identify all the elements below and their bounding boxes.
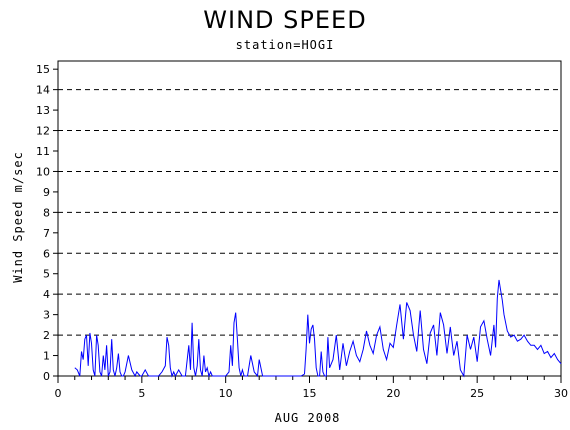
y-tick-label: 6 [43, 247, 50, 260]
y-tick-label: 7 [43, 227, 50, 240]
x-tick-label: 15 [303, 387, 317, 400]
y-tick-label: 3 [43, 309, 50, 322]
chart-title: WIND SPEED [203, 6, 367, 34]
y-tick-label: 4 [43, 288, 50, 301]
wind-speed-series-line [74, 279, 562, 378]
x-tick-label: 0 [55, 387, 62, 400]
chart-subtitle: station=HOGI [235, 38, 335, 52]
x-tick-label: 30 [554, 387, 568, 400]
y-tick-label: 0 [43, 370, 50, 383]
y-tick-label: 10 [36, 165, 50, 178]
y-tick-label: 15 [36, 63, 50, 76]
x-tick-label: 25 [470, 387, 484, 400]
x-tick-label: 5 [138, 387, 145, 400]
y-tick-label: 9 [43, 186, 50, 199]
y-tick-label: 2 [43, 329, 50, 342]
y-tick-label: 14 [36, 84, 50, 97]
y-tick-label: 5 [43, 268, 50, 281]
x-tick-label: 20 [386, 387, 400, 400]
y-tick-label: 12 [36, 125, 50, 138]
y-tick-label: 11 [36, 145, 50, 158]
y-tick-label: 13 [36, 104, 50, 117]
y-tick-label: 1 [43, 350, 50, 363]
x-axis-label: AUG 2008 [274, 411, 341, 425]
y-tick-label: 8 [43, 206, 50, 219]
x-tick-label: 10 [219, 387, 233, 400]
